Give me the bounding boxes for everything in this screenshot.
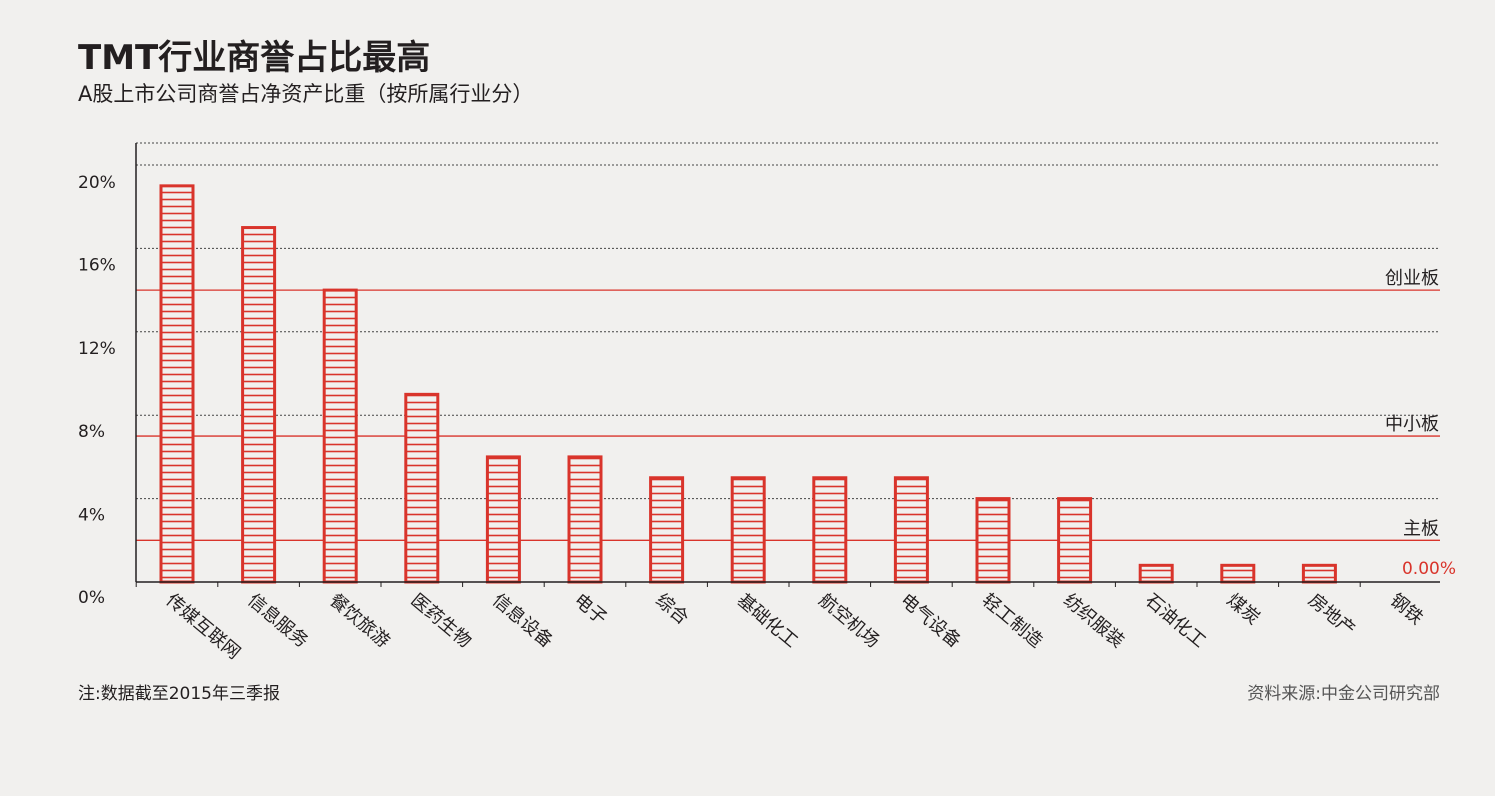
bar <box>975 497 1011 584</box>
footnote: 注:数据截至2015年三季报 <box>78 684 280 704</box>
x-tick-label: 轻工制造 <box>978 590 1047 652</box>
x-tick-label: 电子 <box>570 590 611 629</box>
y-tick-label: 0% <box>78 588 105 608</box>
bar <box>404 392 440 584</box>
bar <box>485 455 521 584</box>
bar <box>1057 497 1093 584</box>
x-tick-label: 房地产 <box>1304 590 1359 641</box>
x-tick-label: 航空机场 <box>815 590 884 652</box>
source-credit: 资料来源:中金公司研究部 <box>1247 684 1440 704</box>
bar <box>322 288 358 584</box>
axes <box>135 143 1440 587</box>
reference-line-label: 创业板 <box>1385 268 1439 289</box>
x-tick-label: 钢铁 <box>1386 590 1427 629</box>
x-tick-label: 信息设备 <box>488 590 557 652</box>
x-tick-label: 医药生物 <box>407 590 476 652</box>
y-tick-label: 12% <box>78 339 116 359</box>
bar <box>730 476 766 584</box>
bars <box>159 184 1337 584</box>
bar <box>649 476 685 584</box>
chart-subtitle: A股上市公司商誉占净资产比重（按所属行业分） <box>78 82 534 106</box>
y-tick-label: 4% <box>78 506 105 526</box>
bar <box>159 184 195 584</box>
x-tick-label: 基础化工 <box>733 590 802 652</box>
x-tick-label: 煤炭 <box>1223 590 1264 629</box>
x-tick-label: 电气设备 <box>896 590 965 652</box>
x-tick-label: 信息服务 <box>243 590 312 652</box>
bar <box>241 226 277 584</box>
chart-title: TMT行业商誉占比最高 <box>78 38 431 78</box>
y-tick-label: 20% <box>78 173 116 193</box>
bar <box>893 476 929 584</box>
reference-line-label: 主板 <box>1403 518 1439 539</box>
data-label: 0.00% <box>1402 559 1456 579</box>
bar <box>567 455 603 584</box>
x-tick-label: 纺织服装 <box>1059 590 1128 652</box>
bar <box>1220 563 1256 584</box>
x-tick-label: 传媒互联网 <box>162 590 244 664</box>
y-tick-label: 16% <box>78 255 116 275</box>
bar <box>812 476 848 584</box>
x-tick-label: 餐饮旅游 <box>325 590 394 652</box>
x-tick-label: 综合 <box>651 590 692 629</box>
bar <box>1138 563 1174 584</box>
x-tick-label: 石油化工 <box>1141 590 1210 652</box>
reference-line-label: 中小板 <box>1385 414 1439 435</box>
y-tick-label: 8% <box>78 422 105 442</box>
bar <box>1301 563 1337 584</box>
